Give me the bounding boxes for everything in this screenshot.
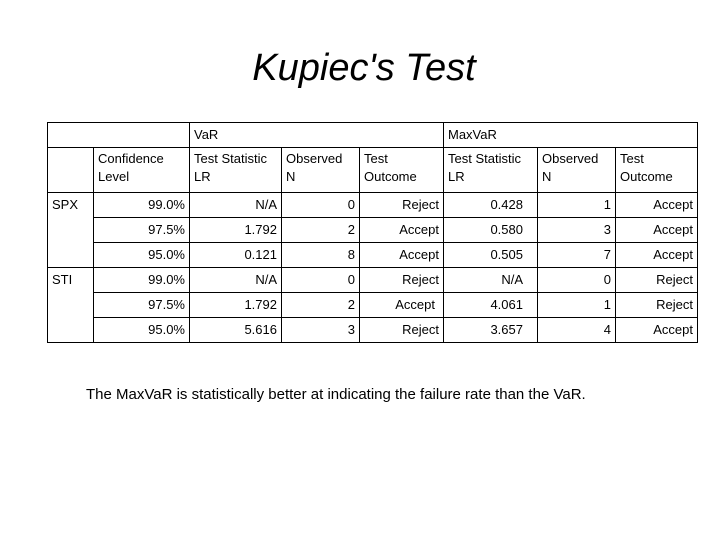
cell-max-n: 4: [537, 317, 616, 343]
column-header-max-stat: Test Statistic LR: [443, 147, 538, 193]
table-row: 97.5% 1.792 2 Accept 0.580 3 Accept: [47, 217, 698, 243]
cell-var-n: 8: [281, 242, 360, 268]
table-row: 95.0% 0.121 8 Accept 0.505 7 Accept: [47, 242, 698, 268]
cell-max-lr: 4.061: [443, 292, 538, 318]
table-row: 97.5% 1.792 2 Accept 4.061 1 Reject: [47, 292, 698, 318]
cell-max-lr: 0.580: [443, 217, 538, 243]
column-header-var-obs: Observed N: [281, 147, 360, 193]
cell-max-n: 1: [537, 192, 616, 218]
column-header-confidence: Confidence Level: [93, 147, 190, 193]
cell-max-n: 3: [537, 217, 616, 243]
section-label-blank: [47, 292, 94, 318]
section-label-blank: [47, 317, 94, 343]
cell-max-lr: 3.657: [443, 317, 538, 343]
column-header-blank: [47, 147, 94, 193]
cell-var-lr: 0.121: [189, 242, 282, 268]
cell-var-lr: N/A: [189, 267, 282, 293]
cell-var-lr: 1.792: [189, 217, 282, 243]
group-header-empty: [47, 122, 190, 148]
section-label-blank: [47, 242, 94, 268]
cell-max-outcome: Reject: [615, 267, 698, 293]
cell-var-outcome: Reject: [359, 192, 444, 218]
column-header-max-outcome: Test Outcome: [615, 147, 698, 193]
page-title: Kupiec's Test: [252, 47, 476, 89]
cell-max-outcome: Accept: [615, 317, 698, 343]
cell-var-n: 3: [281, 317, 360, 343]
section-label-blank: [47, 217, 94, 243]
conclusion-note: The MaxVaR is statistically better at in…: [86, 386, 586, 403]
cell-max-lr: 0.428: [443, 192, 538, 218]
cell-var-lr: 1.792: [189, 292, 282, 318]
column-header-var-stat: Test Statistic LR: [189, 147, 282, 193]
table-row: STI 99.0% N/A 0 Reject N/A 0 Reject: [47, 267, 698, 293]
cell-max-n: 1: [537, 292, 616, 318]
column-header-max-obs: Observed N: [537, 147, 616, 193]
cell-var-outcome: Accept: [359, 242, 444, 268]
cell-var-lr: 5.616: [189, 317, 282, 343]
cell-max-lr: N/A: [443, 267, 538, 293]
column-header-row: Confidence Level Test Statistic LR Observe…: [47, 147, 698, 193]
kupiec-table: VaR MaxVaR Confidence Level Test Statisti…: [47, 122, 698, 343]
cell-max-outcome: Accept: [615, 217, 698, 243]
table-row: SPX 99.0% N/A 0 Reject 0.428 1 Accept: [47, 192, 698, 218]
group-header-row: VaR MaxVaR: [47, 122, 698, 148]
cell-var-n: 0: [281, 267, 360, 293]
cell-level: 97.5%: [93, 217, 190, 243]
cell-max-outcome: Reject: [615, 292, 698, 318]
cell-level: 99.0%: [93, 192, 190, 218]
section-label-spx: SPX: [47, 192, 94, 218]
cell-var-n: 0: [281, 192, 360, 218]
cell-level: 95.0%: [93, 317, 190, 343]
table-row: 95.0% 5.616 3 Reject 3.657 4 Accept: [47, 317, 698, 343]
group-header-maxvar: MaxVaR: [443, 122, 698, 148]
cell-level: 97.5%: [93, 292, 190, 318]
cell-level: 99.0%: [93, 267, 190, 293]
cell-level: 95.0%: [93, 242, 190, 268]
cell-max-n: 0: [537, 267, 616, 293]
cell-max-n: 7: [537, 242, 616, 268]
cell-var-n: 2: [281, 292, 360, 318]
cell-var-outcome: Reject: [359, 267, 444, 293]
column-header-var-outcome: Test Outcome: [359, 147, 444, 193]
cell-max-lr: 0.505: [443, 242, 538, 268]
cell-var-lr: N/A: [189, 192, 282, 218]
section-label-sti: STI: [47, 267, 94, 293]
group-header-var: VaR: [189, 122, 444, 148]
cell-var-outcome: Reject: [359, 317, 444, 343]
cell-var-outcome: Accept: [359, 292, 444, 318]
cell-max-outcome: Accept: [615, 242, 698, 268]
cell-var-n: 2: [281, 217, 360, 243]
cell-var-outcome: Accept: [359, 217, 444, 243]
cell-max-outcome: Accept: [615, 192, 698, 218]
